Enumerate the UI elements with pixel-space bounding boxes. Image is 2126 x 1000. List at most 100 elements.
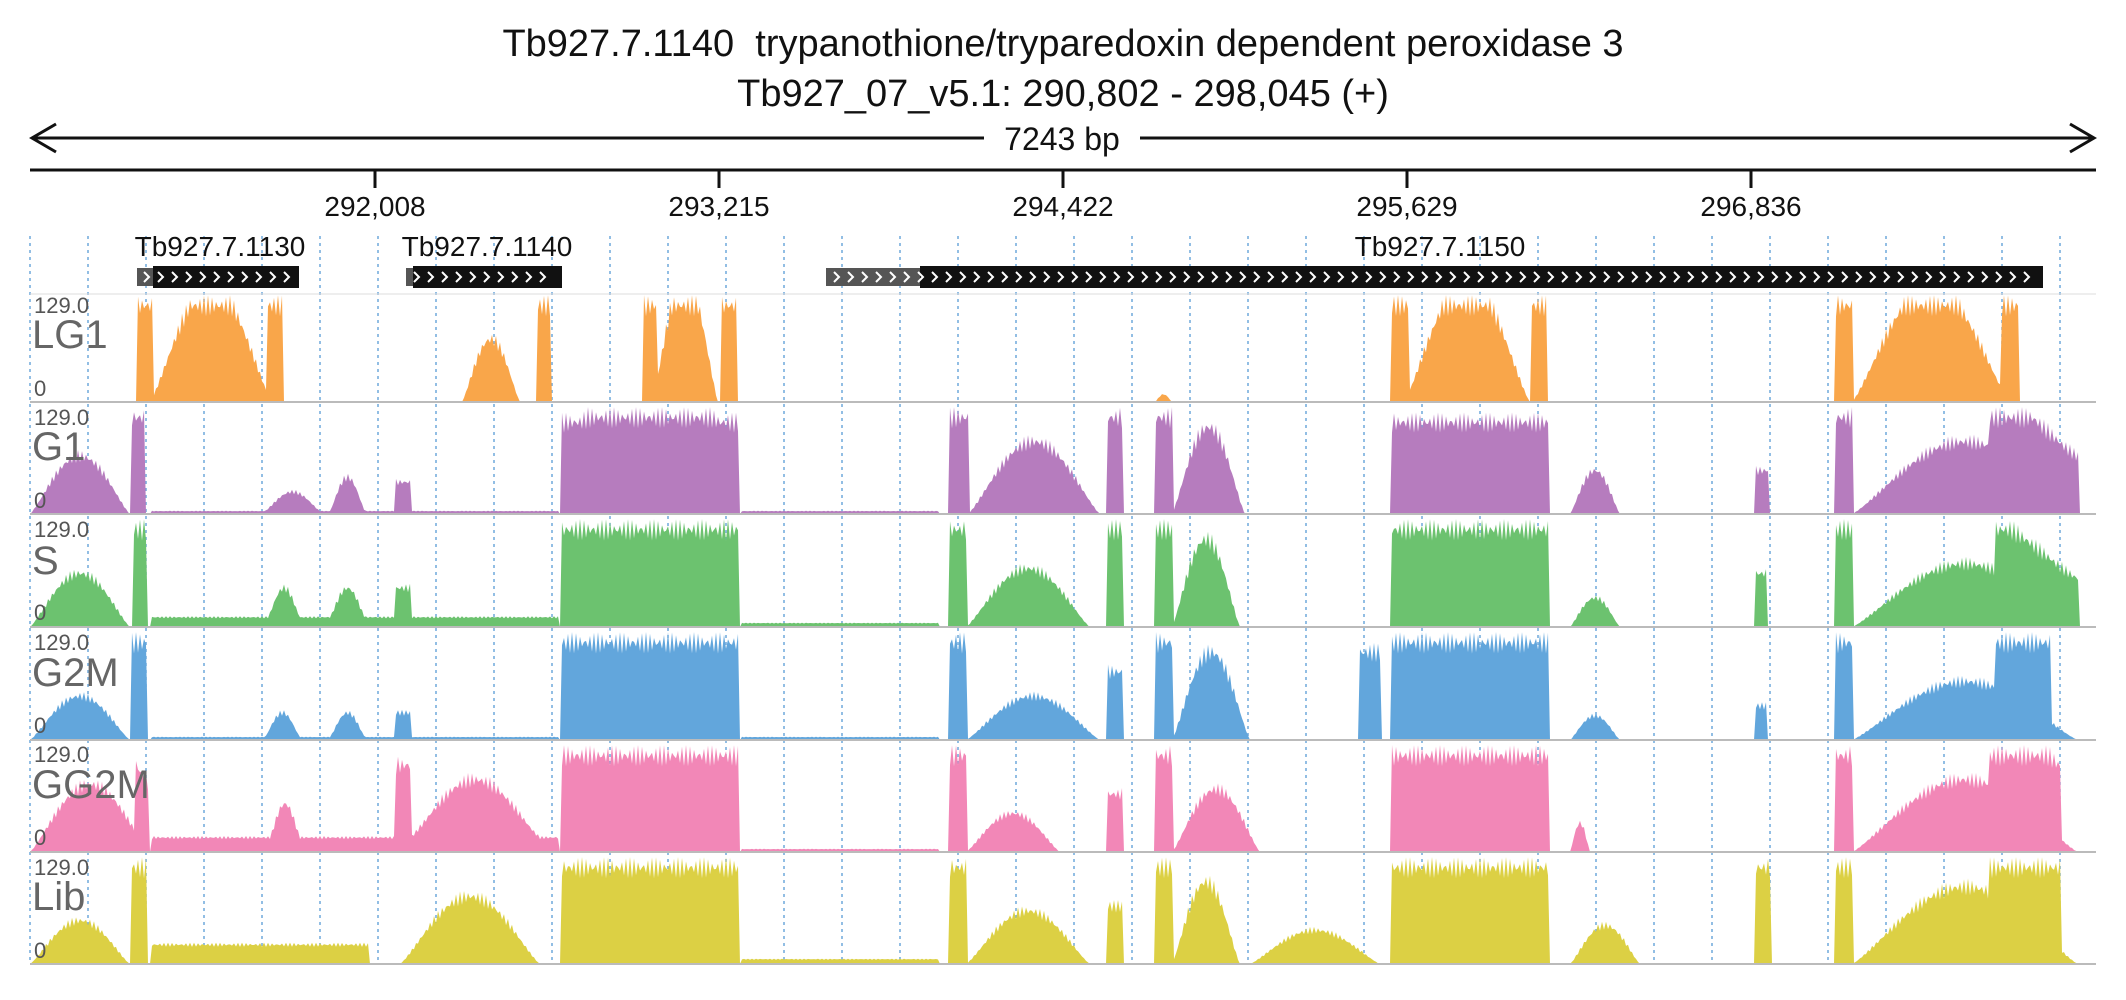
- chevron-right-icon: [1477, 271, 1485, 283]
- chevron-right-icon: [917, 271, 925, 283]
- chevron-right-icon: [483, 271, 491, 283]
- chevron-right-icon: [1673, 271, 1681, 283]
- chevron-right-icon: [1995, 271, 2003, 283]
- gene-label[interactable]: Tb927.7.1130: [135, 231, 306, 262]
- chevron-right-icon: [1239, 271, 1247, 283]
- chevron-right-icon: [987, 271, 995, 283]
- track-max-value: 129.0: [34, 742, 89, 767]
- track-name: LG1: [32, 313, 108, 357]
- span-length-label: 7243 bp: [1004, 121, 1120, 157]
- chevron-right-icon: [1295, 271, 1303, 283]
- chevron-right-icon: [1589, 271, 1597, 283]
- chevron-right-icon: [199, 271, 207, 283]
- track-name: GG2M: [32, 763, 150, 807]
- chevron-right-icon: [1841, 271, 1849, 283]
- cds-bar[interactable]: [413, 266, 562, 288]
- chevron-right-icon: [413, 271, 421, 283]
- coverage-track-gg2m[interactable]: 129.0 GG2M 0: [30, 742, 2096, 853]
- coverage-track-lib[interactable]: 129.0 Lib 0: [30, 855, 2096, 965]
- ruler-tick-label: 294,422: [1012, 191, 1113, 222]
- chevron-right-icon: [1057, 271, 1065, 283]
- gene-track[interactable]: Tb927.7.1130 Tb927.7.1140 Tb927.7.1150: [135, 231, 2043, 288]
- chevron-right-icon: [1659, 271, 1667, 283]
- coverage-track-g1[interactable]: 129.0 G1 0: [30, 405, 2096, 515]
- chevron-right-icon: [2023, 271, 2031, 283]
- gene-feature-tb927-7-1130[interactable]: Tb927.7.1130: [135, 231, 306, 288]
- chevron-right-icon: [1253, 271, 1261, 283]
- ruler-tick: 294,422: [1012, 170, 1114, 222]
- coverage-track-lg1[interactable]: 129.0 LG1 0: [30, 293, 2096, 403]
- chevron-right-icon: [1491, 271, 1499, 283]
- chevron-right-icon: [213, 271, 221, 283]
- chevron-right-icon: [283, 271, 291, 283]
- track-max-value: 129.0: [34, 293, 89, 318]
- chevron-right-icon: [1869, 271, 1877, 283]
- cds-bar[interactable]: [920, 266, 2043, 288]
- chevron-right-icon: [1953, 271, 1961, 283]
- coverage-track-g2m[interactable]: 129.0 G2M 0: [30, 630, 2096, 741]
- chevron-right-icon: [861, 271, 869, 283]
- ruler-tick-label: 292,008: [324, 191, 425, 222]
- chevron-right-icon: [1309, 271, 1317, 283]
- chevron-right-icon: [1029, 271, 1037, 283]
- chevron-right-icon: [525, 271, 533, 283]
- chevron-right-icon: [157, 271, 165, 283]
- chevron-right-icon: [455, 271, 463, 283]
- strand-chevrons: [413, 271, 547, 283]
- chevron-right-icon: [1505, 271, 1513, 283]
- chevron-right-icon: [427, 271, 435, 283]
- chevron-right-icon: [1127, 271, 1135, 283]
- chevron-right-icon: [255, 271, 263, 283]
- chevron-right-icon: [1855, 271, 1863, 283]
- cds-bar[interactable]: [153, 266, 299, 288]
- chevron-right-icon: [1701, 271, 1709, 283]
- chevron-right-icon: [847, 271, 855, 283]
- utr-bar[interactable]: [826, 268, 922, 286]
- coverage-track-s[interactable]: 129.0 S 0: [30, 517, 2096, 628]
- chevron-right-icon: [1071, 271, 1079, 283]
- coverage-area: [30, 632, 2096, 740]
- span-indicator: 7243 bp: [29, 121, 2097, 157]
- chevron-right-icon: [1925, 271, 1933, 283]
- chevron-right-icon: [1687, 271, 1695, 283]
- chevron-right-icon: [2009, 271, 2017, 283]
- chevron-right-icon: [1827, 271, 1835, 283]
- track-min-value: 0: [34, 600, 46, 625]
- chevron-right-icon: [833, 271, 841, 283]
- chevron-right-icon: [1547, 271, 1555, 283]
- chevron-right-icon: [1533, 271, 1541, 283]
- track-min-value: 0: [34, 938, 46, 963]
- ruler-tick: 293,215: [668, 170, 770, 222]
- chevron-right-icon: [539, 271, 547, 283]
- chevron-right-icon: [1603, 271, 1611, 283]
- chevron-right-icon: [1001, 271, 1009, 283]
- chevron-right-icon: [1435, 271, 1443, 283]
- gene-label[interactable]: Tb927.7.1150: [1355, 231, 1526, 262]
- track-min-value: 0: [34, 825, 46, 850]
- chevron-right-icon: [1197, 271, 1205, 283]
- chevron-right-icon: [1645, 271, 1653, 283]
- coordinate-ruler: 292,008 293,215 294,422 295,629 296,836: [30, 168, 2096, 222]
- chevron-right-icon: [1813, 271, 1821, 283]
- chevron-right-icon: [1575, 271, 1583, 283]
- ruler-tick-label: 296,836: [1700, 191, 1801, 222]
- gene-label[interactable]: Tb927.7.1140: [402, 231, 573, 262]
- chevron-right-icon: [1967, 271, 1975, 283]
- chevron-right-icon: [1099, 271, 1107, 283]
- gene-title: Tb927.7.1140 trypanothione/tryparedoxin …: [502, 23, 1624, 65]
- utr-bar[interactable]: [137, 268, 155, 286]
- gene-feature-tb927-7-1150[interactable]: Tb927.7.1150: [826, 231, 2043, 288]
- chevron-right-icon: [1911, 271, 1919, 283]
- strand-chevrons: [143, 271, 291, 283]
- chevron-right-icon: [1743, 271, 1751, 283]
- chevron-right-icon: [1351, 271, 1359, 283]
- track-max-value: 129.0: [34, 855, 89, 880]
- track-max-value: 129.0: [34, 517, 89, 542]
- track-max-value: 129.0: [34, 405, 89, 430]
- gene-feature-tb927-7-1140[interactable]: Tb927.7.1140: [402, 231, 573, 288]
- coverage-area: [30, 519, 2096, 627]
- coverage-area: [30, 857, 2096, 964]
- chevron-right-icon: [1519, 271, 1527, 283]
- coverage-area: [30, 407, 2096, 514]
